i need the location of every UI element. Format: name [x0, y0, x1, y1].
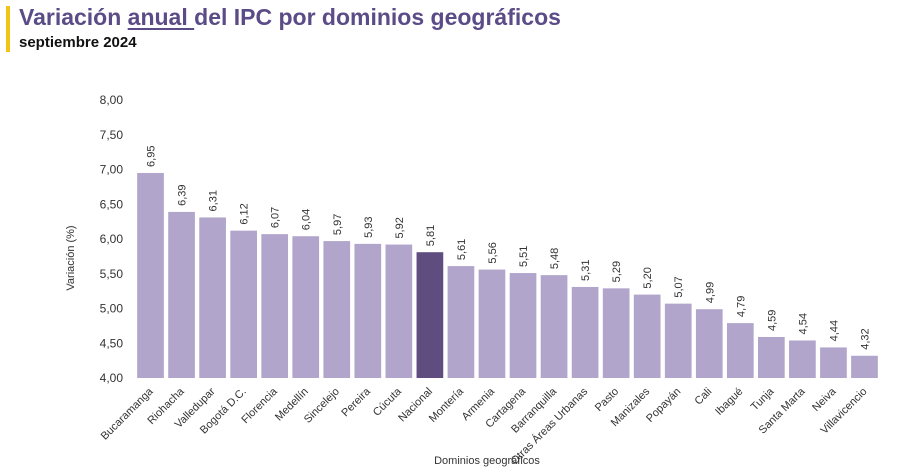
y-tick-label: 7,50	[100, 128, 124, 142]
value-labels: 6,95 6,39 6,31 6,12 6,07 6,04 5,97 5,93 5,92 5,81…	[146, 146, 872, 350]
x-tick-label: Bucaramanga	[99, 385, 157, 443]
x-tick-label: Popayán	[644, 386, 683, 425]
bar	[633, 294, 661, 378]
title-emphasis: anual	[127, 4, 195, 30]
y-tick-label: 6,00	[100, 232, 124, 246]
bar	[230, 230, 257, 378]
bar-value-label: 5,61	[456, 239, 468, 260]
y-tick-label: 5,00	[100, 302, 124, 316]
bar-value-label: 5,07	[673, 276, 685, 297]
x-tick-label: Pereira	[339, 385, 373, 419]
bar-value-label: 5,48	[549, 248, 561, 269]
x-tick-label: Neiva	[810, 385, 839, 414]
bar	[789, 340, 816, 378]
y-axis-title: Variación (%)	[65, 225, 77, 290]
chart-subtitle: septiembre 2024	[19, 34, 137, 51]
bar-value-label: 6,95	[146, 146, 158, 167]
y-tick-label: 7,00	[100, 163, 124, 177]
y-tick-label: 6,50	[100, 197, 124, 211]
bar	[602, 288, 630, 378]
bar	[292, 236, 320, 378]
bars	[137, 172, 878, 378]
bar-value-label: 4,44	[828, 320, 840, 341]
bar	[478, 269, 506, 378]
bar-value-label: 5,93	[363, 216, 375, 237]
y-axis: 4,00 4,50 5,00 5,50 6,00 6,50 7,00 7,50 8,00	[100, 93, 124, 385]
bar	[664, 303, 692, 378]
chart-title: Variación anual del IPC por dominios geo…	[19, 4, 561, 31]
bar-value-label: 5,51	[518, 246, 530, 267]
x-tick-label: Ibagué	[713, 386, 745, 418]
y-tick-label: 5,50	[100, 267, 124, 281]
bar-value-label: 6,07	[270, 207, 282, 228]
bar-value-label: 6,39	[177, 184, 189, 205]
x-tick-label: Cali	[693, 386, 715, 408]
title-prefix: Variación	[19, 4, 128, 30]
bar	[571, 286, 599, 378]
bar-value-label: 4,99	[704, 282, 716, 303]
x-tick-label: Tunja	[749, 385, 777, 413]
bar-value-label: 4,59	[766, 310, 778, 331]
bar	[820, 347, 847, 378]
bar	[695, 309, 723, 378]
bar-value-label: 5,81	[425, 225, 437, 246]
bar-value-label: 6,12	[239, 203, 251, 224]
bar-value-label: 5,92	[394, 217, 406, 238]
bar-value-label: 4,79	[735, 296, 747, 317]
bar	[509, 273, 537, 378]
bar-value-label: 5,29	[611, 261, 623, 282]
bar	[726, 323, 754, 378]
bar	[416, 252, 444, 378]
bar-value-label: 5,97	[332, 214, 344, 235]
bar	[261, 234, 289, 378]
bar	[447, 266, 475, 378]
x-axis-title: Dominios geográficos	[434, 455, 540, 467]
title-accent-bar	[6, 6, 10, 52]
bar	[323, 241, 351, 378]
y-tick-label: 8,00	[100, 93, 124, 107]
x-tick-label: Montería	[427, 385, 467, 425]
bar	[540, 275, 568, 378]
x-tick-label: Pasto	[593, 386, 621, 414]
bar-value-label: 5,31	[580, 260, 592, 281]
title-suffix: del IPC por dominios geográficos	[194, 4, 561, 30]
y-tick-label: 4,50	[100, 336, 124, 350]
bar	[199, 217, 226, 378]
bar-value-label: 4,54	[797, 313, 809, 334]
bar	[758, 336, 785, 378]
bar-value-label: 4,32	[859, 328, 871, 349]
bar	[851, 355, 878, 378]
bar	[168, 211, 195, 378]
y-tick-label: 4,00	[100, 371, 124, 385]
bar	[137, 172, 164, 378]
bar-value-label: 5,56	[487, 242, 499, 263]
bar	[385, 244, 413, 378]
bar	[354, 243, 382, 378]
bar-value-label: 5,20	[642, 267, 654, 288]
bar-value-label: 6,04	[301, 209, 313, 230]
bar-value-label: 6,31	[208, 190, 220, 211]
